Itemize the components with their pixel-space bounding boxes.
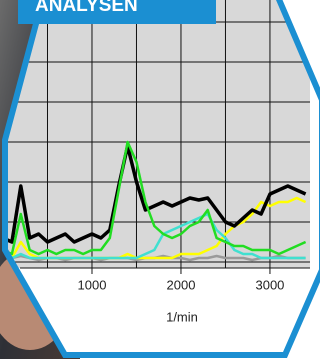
chart: ANALYSEN 1/min 1000 2000 3000 <box>0 0 320 359</box>
plot <box>0 0 310 268</box>
x-tick-label: 2000 <box>167 277 196 292</box>
x-tick-label: 1000 <box>78 277 107 292</box>
x-axis-label: 1/min <box>166 309 198 324</box>
chart-title: ANALYSEN <box>35 0 138 16</box>
x-tick-label: 3000 <box>255 277 284 292</box>
